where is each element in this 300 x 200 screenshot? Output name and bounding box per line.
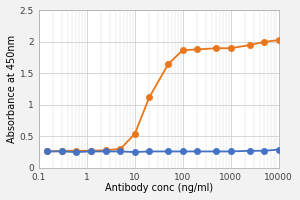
Y-axis label: Absorbance at 450nm: Absorbance at 450nm	[7, 35, 17, 143]
X-axis label: Antibody conc (ng/ml): Antibody conc (ng/ml)	[105, 183, 213, 193]
